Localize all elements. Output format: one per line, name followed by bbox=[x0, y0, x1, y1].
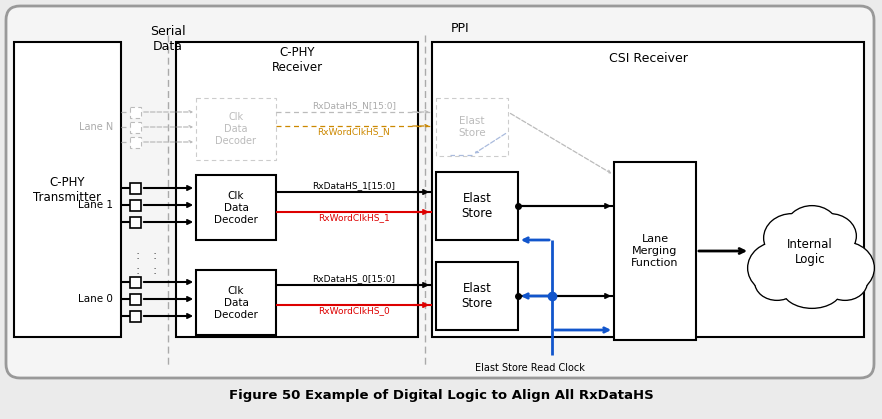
Text: RxWordClkHS_N: RxWordClkHS_N bbox=[318, 127, 391, 137]
Text: RxDataHS_0[15:0]: RxDataHS_0[15:0] bbox=[312, 274, 395, 284]
FancyBboxPatch shape bbox=[130, 200, 141, 211]
Ellipse shape bbox=[756, 265, 798, 299]
Text: Elast
Store: Elast Store bbox=[458, 116, 486, 138]
FancyBboxPatch shape bbox=[436, 98, 508, 156]
Ellipse shape bbox=[765, 215, 819, 261]
Ellipse shape bbox=[767, 221, 853, 295]
Text: PPI: PPI bbox=[451, 22, 469, 35]
Text: C-PHY
Receiver: C-PHY Receiver bbox=[272, 46, 323, 74]
Text: C-PHY
Transmitter: C-PHY Transmitter bbox=[33, 176, 101, 204]
Text: RxDataHS_N[15:0]: RxDataHS_N[15:0] bbox=[312, 101, 396, 111]
FancyBboxPatch shape bbox=[130, 183, 141, 194]
FancyBboxPatch shape bbox=[196, 175, 276, 240]
FancyBboxPatch shape bbox=[6, 6, 874, 378]
Text: RxWordClkHS_1: RxWordClkHS_1 bbox=[318, 214, 390, 222]
Ellipse shape bbox=[824, 265, 866, 299]
Ellipse shape bbox=[815, 243, 873, 293]
Ellipse shape bbox=[749, 243, 807, 293]
FancyBboxPatch shape bbox=[14, 42, 121, 337]
Ellipse shape bbox=[748, 242, 808, 294]
Text: Lane 1: Lane 1 bbox=[78, 200, 113, 210]
Text: Serial
Data: Serial Data bbox=[150, 25, 186, 53]
FancyBboxPatch shape bbox=[196, 98, 276, 160]
Text: Elast
Store: Elast Store bbox=[461, 282, 493, 310]
Ellipse shape bbox=[766, 220, 854, 296]
FancyBboxPatch shape bbox=[614, 162, 696, 340]
Ellipse shape bbox=[805, 215, 855, 257]
Ellipse shape bbox=[755, 264, 799, 300]
Text: Lane N: Lane N bbox=[78, 122, 113, 132]
FancyBboxPatch shape bbox=[130, 137, 141, 148]
Ellipse shape bbox=[787, 207, 837, 249]
Text: Internal
Logic: Internal Logic bbox=[787, 238, 833, 266]
Ellipse shape bbox=[804, 214, 856, 258]
Text: Figure 50 Example of Digital Logic to Align All RxDataHS: Figure 50 Example of Digital Logic to Al… bbox=[228, 388, 654, 401]
Text: Clk
Data
Decoder: Clk Data Decoder bbox=[214, 287, 258, 320]
Ellipse shape bbox=[764, 214, 820, 262]
FancyBboxPatch shape bbox=[436, 262, 518, 330]
Ellipse shape bbox=[783, 269, 841, 307]
Ellipse shape bbox=[823, 264, 867, 300]
FancyBboxPatch shape bbox=[196, 270, 276, 335]
Text: :
:: : : bbox=[136, 249, 140, 277]
Text: RxDataHS_1[15:0]: RxDataHS_1[15:0] bbox=[312, 181, 395, 191]
FancyBboxPatch shape bbox=[130, 294, 141, 305]
Text: Lane
Merging
Function: Lane Merging Function bbox=[632, 234, 679, 268]
Text: Lane 0: Lane 0 bbox=[78, 294, 113, 304]
Text: RxWordClkHS_0: RxWordClkHS_0 bbox=[318, 307, 390, 316]
FancyBboxPatch shape bbox=[130, 311, 141, 322]
FancyBboxPatch shape bbox=[130, 217, 141, 228]
FancyBboxPatch shape bbox=[176, 42, 418, 337]
Text: Clk
Data
Decoder: Clk Data Decoder bbox=[215, 112, 257, 145]
Text: :
:: : : bbox=[153, 249, 157, 277]
Text: Elast Store Read Clock: Elast Store Read Clock bbox=[475, 363, 585, 373]
Text: Elast
Store: Elast Store bbox=[461, 192, 493, 220]
Ellipse shape bbox=[782, 268, 842, 308]
FancyBboxPatch shape bbox=[436, 172, 518, 240]
FancyBboxPatch shape bbox=[432, 42, 864, 337]
Ellipse shape bbox=[786, 206, 838, 250]
FancyBboxPatch shape bbox=[130, 277, 141, 288]
Text: Clk
Data
Decoder: Clk Data Decoder bbox=[214, 191, 258, 225]
Text: CSI Receiver: CSI Receiver bbox=[609, 52, 687, 65]
FancyBboxPatch shape bbox=[130, 107, 141, 118]
FancyBboxPatch shape bbox=[130, 122, 141, 133]
Ellipse shape bbox=[814, 242, 874, 294]
